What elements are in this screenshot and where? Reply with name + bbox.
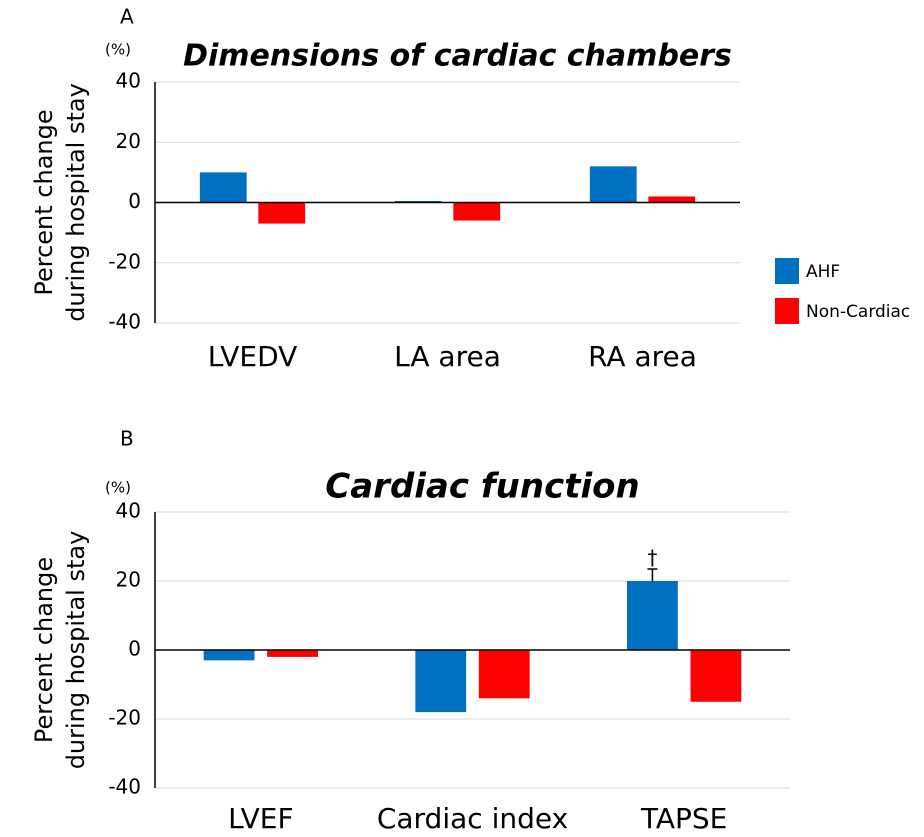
y-axis-label: Percent change (30, 557, 58, 743)
y-tick-label: 0 (128, 637, 141, 661)
y-axis-label: during hospital stay (62, 531, 90, 770)
legend-swatch (775, 258, 799, 284)
bar (478, 650, 530, 699)
x-tick-label: TAPSE (640, 802, 727, 835)
annotation: † (647, 546, 657, 570)
y-tick-label: -40 (108, 310, 141, 334)
bar (267, 650, 318, 657)
bar (648, 196, 696, 203)
x-tick-label: Cardiac index (377, 802, 568, 835)
bar (589, 166, 637, 203)
y-tick-label: 20 (116, 568, 141, 592)
bar (415, 650, 467, 713)
y-tick-label: -20 (108, 249, 141, 273)
x-tick-label: LA area (394, 340, 501, 373)
y-tick-label: -20 (108, 706, 141, 730)
x-tick-label: LVEF (228, 802, 293, 835)
y-tick-label: 40 (116, 69, 141, 93)
panel-label: B (120, 427, 134, 451)
unit-label: (%) (105, 479, 131, 497)
bar (258, 202, 306, 224)
unit-label: (%) (105, 41, 131, 59)
y-tick-label: -40 (108, 775, 141, 799)
y-axis-label: during hospital stay (62, 83, 90, 322)
chart-title: Dimensions of cardiac chambers (183, 39, 732, 74)
y-tick-label: 40 (116, 499, 141, 523)
x-tick-label: LVEDV (208, 340, 298, 373)
bar (199, 172, 247, 203)
legend-label: Non-Cardiac (806, 302, 910, 322)
bar (690, 650, 742, 702)
bar (453, 202, 501, 221)
legend-label: AHF (806, 262, 840, 282)
chart-title: Cardiac function (325, 467, 639, 507)
bar (627, 581, 678, 650)
y-axis-label: Percent change (30, 109, 58, 295)
bar (203, 650, 255, 661)
y-tick-label: 0 (128, 189, 141, 213)
y-tick-label: 20 (116, 129, 141, 153)
bar (394, 200, 442, 203)
x-tick-label: RA area (588, 340, 697, 373)
panel-label: A (120, 5, 134, 29)
legend-swatch (775, 298, 799, 324)
